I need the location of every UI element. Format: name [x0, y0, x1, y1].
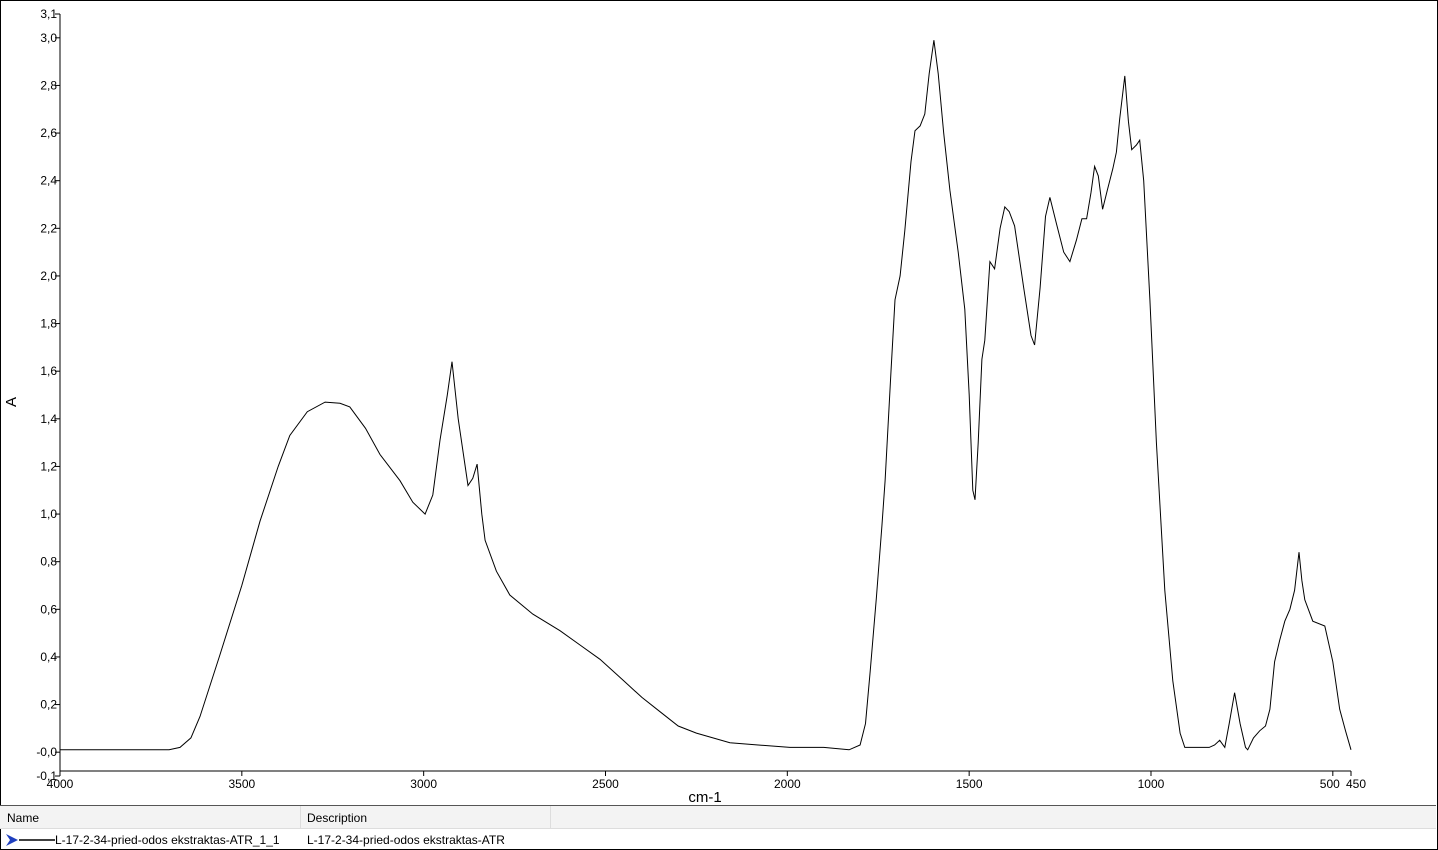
y-tick-label: -0,0 [36, 745, 57, 759]
y-tick-label: 1,0 [40, 507, 57, 521]
x-tick-label: 1000 [1138, 777, 1165, 791]
x-axis-label: cm-1 [688, 789, 721, 805]
x-tick-label: 4000 [47, 777, 74, 791]
y-tick-label: 1,6 [40, 364, 57, 378]
x-tick-label: 3000 [410, 777, 437, 791]
x-tick-label: 1500 [956, 777, 983, 791]
y-tick-label: 1,8 [40, 317, 57, 331]
y-tick-label: 0,6 [40, 602, 57, 616]
y-tick-label: 3,1 [40, 7, 57, 21]
y-tick-label: 1,2 [40, 459, 57, 473]
series-name: L-17-2-34-pried-odos ekstraktas-ATR_1_1 [55, 833, 280, 847]
x-tick-label: 450 [1346, 777, 1366, 791]
y-tick-label: 2,4 [40, 174, 57, 188]
x-tick-label: 500 [1320, 777, 1340, 791]
y-axis-label: A [3, 397, 20, 407]
series-marker-icon [6, 834, 55, 846]
y-tick-label: 3,0 [40, 31, 57, 45]
y-tick-label: 2,6 [40, 126, 57, 140]
y-tick-label: 0,2 [40, 698, 57, 712]
legend-table: Name Description L-17-2-34-pried-odos ek… [0, 805, 1436, 850]
y-tick-label: 1,4 [40, 412, 57, 426]
y-tick-label: 2,8 [40, 78, 57, 92]
spectrum-chart[interactable]: 3,1 3,0 2,8 2,6 2,4 2,2 2,0 1,8 1,6 1,4 1,2 1,0 0,8 0… [0, 0, 1438, 805]
y-tick-label: 0,4 [40, 650, 57, 664]
x-tick-label: 3500 [228, 777, 255, 791]
column-header-description[interactable]: Description [307, 811, 368, 825]
y-tick-label: -0,1 [36, 769, 57, 783]
spectrum-line [60, 40, 1352, 751]
x-tick-label: 2500 [592, 777, 619, 791]
legend-header: Name Description [0, 806, 1436, 829]
series-description: L-17-2-34-pried-odos ekstraktas-ATR [307, 833, 505, 847]
y-tick-label: 2,2 [40, 221, 57, 235]
legend-row[interactable]: L-17-2-34-pried-odos ekstraktas-ATR_1_1 … [0, 829, 1436, 850]
column-header-name[interactable]: Name [7, 811, 40, 825]
y-tick-label: 2,0 [40, 269, 57, 283]
x-tick-label: 2000 [774, 777, 801, 791]
y-tick-label: 0,8 [40, 555, 57, 569]
